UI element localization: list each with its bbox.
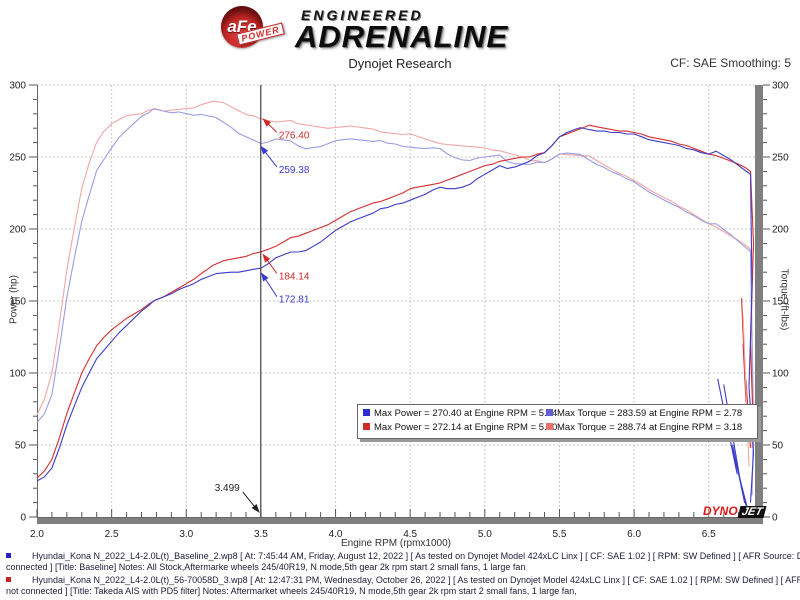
tick-layer xyxy=(29,84,770,518)
legend-marker xyxy=(546,409,553,416)
max-values-legend[interactable]: Max Power = 270.40 at Engine RPM = 5.64 M… xyxy=(357,404,758,439)
adrenaline-wordmark: ADRENALINE xyxy=(295,19,509,54)
value-annotation: 276.40 xyxy=(262,118,310,141)
legend-text: Max Torque = 288.74 at Engine RPM = 3.18 xyxy=(557,422,743,433)
plot-area[interactable] xyxy=(37,85,755,517)
x-tick-label: 4.5 xyxy=(403,529,417,540)
value-annotation: 172.81 xyxy=(260,272,310,306)
legend-text: Max Power = 272.14 at Engine RPM = 5.70 xyxy=(374,422,558,433)
legend-text: Max Power = 270.40 at Engine RPM = 5.64 xyxy=(374,408,558,419)
series-rundown_salmon_1 xyxy=(742,315,750,467)
legend-marker xyxy=(546,423,553,430)
frame-bar-bottom xyxy=(37,517,763,524)
series-torque_baseline xyxy=(36,108,755,496)
y-tick-label-right: 200 xyxy=(772,225,789,236)
y-tick-label-right: 100 xyxy=(772,369,789,380)
value-annotation: 184.14 xyxy=(262,253,310,283)
x-tick-label: 6.0 xyxy=(627,529,641,540)
y-tick-label-left: 250 xyxy=(9,153,26,164)
legend-entry: Max Torque = 288.74 at Engine RPM = 3.18 xyxy=(546,422,752,434)
legend-marker xyxy=(363,423,370,430)
smoothing-setting: CF: SAE Smoothing: 5 xyxy=(670,56,791,70)
tick-label-layer: 2.0 2.5 3.0 3.5 4.0 4.5 5.0 5.5 6.0 6.5 0 0 50 50 100 1… xyxy=(9,81,789,541)
run-color-bullet xyxy=(6,577,11,582)
annotation-arrow-line xyxy=(263,276,278,297)
cursor-position-value: 3.499 xyxy=(215,483,240,494)
run-description-line: not connected ] [Title: Takeda AIS with … xyxy=(6,586,577,596)
legend-text: Max Torque = 283.59 at Engine RPM = 2.78 xyxy=(557,408,743,419)
annotation-arrowhead xyxy=(262,253,271,263)
annotation-arrowhead xyxy=(262,118,272,127)
y-tick-label-right: 0 xyxy=(772,513,778,524)
y-tick-label-right: 50 xyxy=(772,441,784,452)
x-tick-label: 3.5 xyxy=(254,529,268,540)
x-tick-label: 2.0 xyxy=(30,529,44,540)
annotation-arrowhead xyxy=(251,503,260,513)
annotation-value-text: 259.38 xyxy=(279,165,310,176)
dynojet-logo: DYNO JET xyxy=(703,502,767,520)
annotation-value-text: 276.40 xyxy=(279,130,310,141)
annotation-arrowhead xyxy=(260,145,269,155)
y-tick-label-left: 150 xyxy=(9,297,26,308)
annotation-arrowhead xyxy=(260,272,269,282)
x-tick-label: 5.5 xyxy=(553,529,567,540)
dynojet-logo-dyno: DYNO xyxy=(703,504,738,518)
y-tick-label-left: 50 xyxy=(15,441,27,452)
legend-entry: Max Power = 270.40 at Engine RPM = 5.64 xyxy=(363,408,557,420)
annotation-value-text: 172.81 xyxy=(279,295,310,306)
run-entry[interactable]: Hyundai_Kona N_2022_L4-2.0L(t)_Baseline_… xyxy=(0,549,800,573)
engineered-wordmark: ENGINEERED xyxy=(301,7,424,23)
y-tick-label-left: 0 xyxy=(20,513,26,524)
y-tick-label-left: 200 xyxy=(9,225,26,236)
legend-marker xyxy=(363,409,370,416)
y-tick-label-left: 300 xyxy=(9,81,26,92)
y-tick-label-left: 100 xyxy=(9,369,26,380)
x-tick-label: 5.0 xyxy=(478,529,492,540)
run-description-line: connected ] [Title: Baseline] Notes: All… xyxy=(6,562,526,572)
x-tick-label: 6.5 xyxy=(702,529,716,540)
y-tick-label-right: 300 xyxy=(772,81,789,92)
value-annotation: 259.38 xyxy=(260,145,310,176)
run-entry[interactable]: Hyundai_Kona N_2022_L4-2.0L(t)_56-70058D… xyxy=(0,573,800,597)
run-description-line: Hyundai_Kona N_2022_L4-2.0L(t)_56-70058D… xyxy=(32,575,800,585)
x-tick-label: 2.5 xyxy=(105,529,119,540)
y-tick-label-right: 250 xyxy=(772,153,789,164)
run-list: Hyundai_Kona N_2022_L4-2.0L(t)_Baseline_… xyxy=(0,549,800,597)
y-tick-label-right: 150 xyxy=(772,297,789,308)
x-tick-label: 3.0 xyxy=(179,529,193,540)
dynojet-logo-jet: JET xyxy=(737,506,767,518)
run-description-line: Hyundai_Kona N_2022_L4-2.0L(t)_Baseline_… xyxy=(32,551,800,561)
legend-entry: Max Torque = 283.59 at Engine RPM = 2.78 xyxy=(546,408,752,420)
annotation-value-text: 184.14 xyxy=(279,272,310,283)
run-color-bullet xyxy=(6,553,11,558)
cursor-position-annotation: 3.499 xyxy=(215,483,260,513)
legend-entry: Max Power = 272.14 at Engine RPM = 5.70 xyxy=(363,422,557,434)
series-power_baseline xyxy=(36,127,755,503)
chart-title: Dynojet Research xyxy=(348,56,452,71)
frame-bar-right xyxy=(755,85,763,524)
x-axis-label-rpm: Engine RPM (rpmx1000) xyxy=(340,538,452,549)
x-tick-label: 4.0 xyxy=(329,529,343,540)
